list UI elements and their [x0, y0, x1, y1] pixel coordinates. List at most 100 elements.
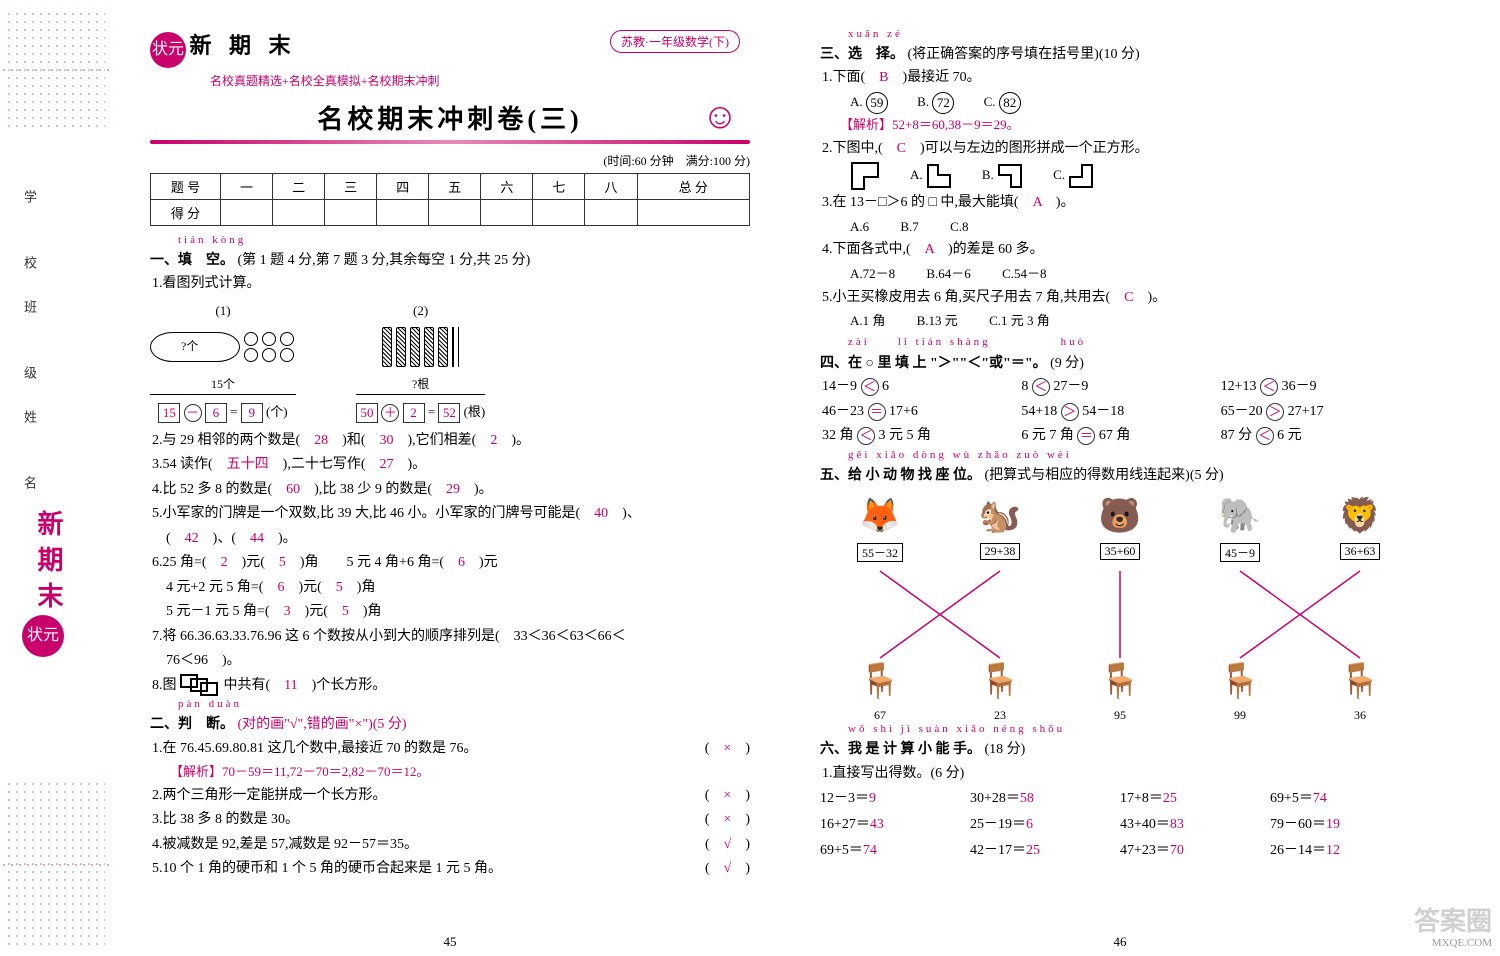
compare-cell: 54+18 ＞ 54－18	[1021, 400, 1220, 425]
opt: B.7	[900, 216, 918, 239]
chair-item: 🪑 67	[840, 658, 920, 723]
compare-cell: 12+13 ＜ 36－9	[1221, 375, 1420, 400]
side-label-name: 姓 名	[20, 410, 39, 509]
eq-box: 9	[241, 403, 263, 423]
section-points: (把算式与相应的得数用线连起来)(5 分)	[985, 468, 1224, 483]
s6-sub: 1.直接写出得数。(6 分)	[822, 762, 1420, 787]
judge-row: 4.被减数是 92,差是 57,减数是 92－57＝35。( √ )	[152, 833, 750, 858]
figures-row: (1) 15个 15 － 6 = 9 (个) (2) ?根 5	[150, 303, 750, 423]
chair-icon: 🪑	[840, 658, 920, 706]
compute-cell: 12－3＝9	[820, 786, 970, 812]
th: 七	[533, 173, 585, 199]
compute-cell: 43+40＝83	[1120, 812, 1270, 838]
eq-unit: (根)	[464, 404, 486, 419]
chair-icon: 🪑	[1080, 658, 1160, 706]
time-score-meta: (时间:60 分钟 满分:100 分)	[150, 152, 750, 169]
s3q2-shapes: A. B. C.	[850, 161, 1420, 191]
chair-value: 99	[1234, 708, 1246, 723]
q5b: ( 42 )、( 44 )。	[152, 527, 750, 552]
q6c: 5 元－1 元 5 角=( 3 )元( 5 )角	[152, 600, 750, 625]
pinyin: gěi xiǎo dòng wù zhǎo zuò wèi	[848, 449, 1420, 461]
opt: C.54－8	[1002, 263, 1046, 286]
th: 四	[377, 173, 429, 199]
compute-cell: 17+8＝25	[1120, 786, 1270, 812]
pinyin: tián kòng	[178, 234, 750, 246]
q3: 3.54 读作( 五十四 ),二十七写作( 27 )。	[152, 453, 750, 478]
header-subtitle: 名校真题精选+名校全真模拟+名校期末冲刺	[210, 72, 750, 89]
th: 总 分	[637, 173, 750, 199]
th: 八	[585, 173, 637, 199]
judge-row: 3.比 38 多 8 的数是 30。( × )	[152, 808, 750, 833]
compare-cell: 8 ＜ 27－9	[1021, 375, 1220, 400]
compute-cell: 69+5＝74	[1270, 786, 1420, 812]
section-label: 三、选 择。	[820, 47, 904, 62]
animal-item: 🦁36+63	[1320, 493, 1400, 562]
compute-cell: 69+5＝74	[820, 838, 970, 864]
shape-a-icon	[926, 163, 952, 189]
compare-cell: 6 元 7 角 ＝ 67 角	[1021, 424, 1220, 449]
watermark: 答案圈 MXQE.COM	[1414, 906, 1492, 950]
th: 六	[481, 173, 533, 199]
paper-title: 名校期末冲刺卷(三)	[150, 99, 750, 136]
shape-c-icon	[1068, 163, 1094, 189]
compute-cell: 30+28＝58	[970, 786, 1120, 812]
s3q3-opts: A.6 B.7 C.8	[850, 216, 1420, 239]
q4: 4.比 52 多 8 的数是( 60 ),比 38 少 9 的数是( 29 )。	[152, 478, 750, 503]
header: 状元 新 期 末 苏教·一年级数学(下) 名校真题精选+名校全真模拟+名校期末冲…	[150, 28, 750, 169]
animal-row: 🦊55－32🐿️29+38🐻35+60🐘45－9🦁36+63	[820, 493, 1420, 562]
mascot-icon: ☺	[695, 95, 745, 145]
s3q4: 4.下面各式中,( A )的差是 60 多。	[822, 238, 1420, 263]
compute-cell: 79－60＝19	[1270, 812, 1420, 838]
compute-row: 16+27＝4325－19＝643+40＝8379－60＝19	[820, 812, 1420, 838]
page-left: 状元 新 期 末 苏教·一年级数学(下) 名校真题精选+名校全真模拟+名校期末冲…	[130, 0, 770, 956]
eq-op: －	[184, 404, 202, 422]
section-label: 二、判 断。	[150, 717, 234, 732]
section-label: 五、给 小 动 物 找 座 位。	[820, 468, 981, 483]
figure-pic	[150, 319, 296, 375]
animal-item: 🐻35+60	[1080, 493, 1160, 562]
page-right: xuǎn zé 三、选 择。 (将正确答案的序号填在括号里)(10 分) 1.下…	[800, 0, 1440, 956]
opt-circle: 72	[932, 92, 954, 114]
q7: 7.将 66.36.63.33.76.96 这 6 个数按从小到大的顺序排列是(…	[152, 625, 750, 650]
animal-expr: 35+60	[1100, 543, 1141, 560]
eq-box: 6	[205, 403, 227, 423]
watermark-small: MXQE.COM	[1414, 937, 1492, 950]
subject-pill: 苏教·一年级数学(下)	[610, 30, 740, 53]
figure-2: (2) ?根 50 ＋ 2 = 52 (根)	[356, 303, 485, 423]
equation: 50 ＋ 2 = 52 (根)	[356, 401, 485, 423]
eq-unit: (个)	[266, 404, 288, 419]
compare-cell: 46－23 ＝ 17+6	[822, 400, 1021, 425]
eq-op: ＋	[381, 404, 399, 422]
section-5-title: 五、给 小 动 物 找 座 位。 (把算式与相应的得数用线连起来)(5 分)	[820, 465, 1420, 487]
side-decoration	[0, 0, 110, 956]
section-1-title: 一、填 空。 (第 1 题 4 分,第 7 题 3 分,其余每空 1 分,共 2…	[150, 250, 750, 272]
eq-eq: =	[428, 404, 435, 419]
section-points: (将正确答案的序号填在括号里)(10 分)	[908, 47, 1140, 62]
eq-box: 15	[158, 403, 180, 423]
watermark-big: 答案圈	[1414, 906, 1492, 937]
chair-value: 36	[1354, 708, 1366, 723]
compute-cell: 25－19＝6	[970, 812, 1120, 838]
animal-expr: 55－32	[857, 543, 903, 562]
header-seal: 状元	[150, 32, 186, 68]
s3q2: 2.下图中,( C )可以与左边的图形拼成一个正方形。	[822, 137, 1420, 162]
chair-value: 67	[874, 708, 886, 723]
side-label-class: 班 级	[20, 300, 39, 399]
brace-label: ?根	[356, 375, 485, 395]
section-points: (对的画"√",错的画"×")(5 分)	[238, 717, 407, 732]
compare-cell: 87 分 ＜ 6 元	[1221, 424, 1420, 449]
chair-item: 🪑 95	[1080, 658, 1160, 723]
th: 五	[429, 173, 481, 199]
chair-item: 🪑99	[1200, 658, 1280, 723]
s3q1-expl: 【解析】52+8＝60,38－9＝29。	[840, 114, 1420, 137]
judge-row: 2.两个三角形一定能拼成一个长方形。( × )	[152, 784, 750, 809]
eq-eq: =	[230, 404, 237, 419]
th: 题 号	[151, 173, 221, 199]
compare-row: 32 角 ＜ 3 元 5 角6 元 7 角 ＝ 67 角87 分 ＜ 6 元	[822, 424, 1420, 449]
base-shape-icon	[850, 161, 880, 191]
chair-value: 95	[1114, 708, 1126, 723]
animal-expr: 36+63	[1340, 543, 1381, 560]
animal-item: 🐿️29+38	[960, 493, 1040, 562]
q6a: 6.25 角=( 2 )元( 5 )角 5 元 4 角+6 角=( 6 )元	[152, 551, 750, 576]
compute-cell: 16+27＝43	[820, 812, 970, 838]
